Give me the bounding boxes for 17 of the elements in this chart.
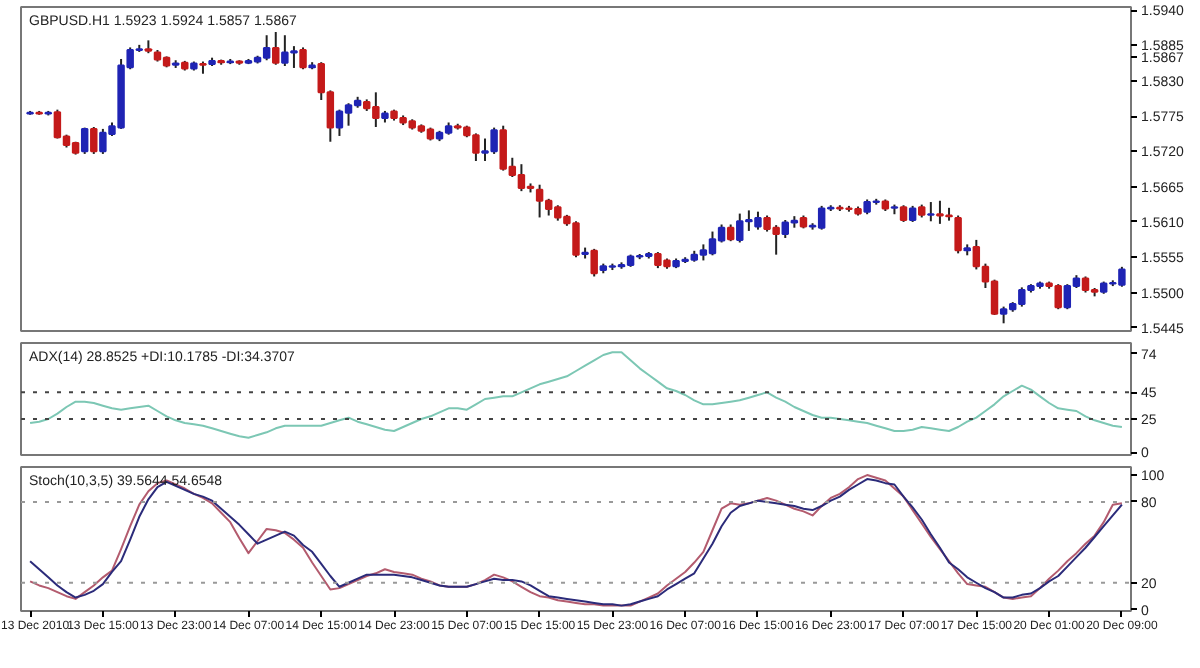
candlestick xyxy=(708,230,717,257)
candlestick xyxy=(90,125,98,155)
candlestick xyxy=(272,31,280,66)
candlestick xyxy=(535,183,544,219)
candlestick xyxy=(80,126,89,155)
candlestick xyxy=(517,163,526,193)
candlestick xyxy=(335,108,344,137)
line-series xyxy=(29,351,1123,439)
candlestick xyxy=(927,201,935,223)
candlestick xyxy=(817,204,826,231)
candlestick xyxy=(590,247,598,278)
candlestick xyxy=(1063,283,1072,311)
candlestick xyxy=(299,46,307,71)
candlestick xyxy=(53,108,62,140)
candlestick xyxy=(954,214,962,255)
candlestick xyxy=(262,34,271,62)
candlestick xyxy=(344,102,353,127)
